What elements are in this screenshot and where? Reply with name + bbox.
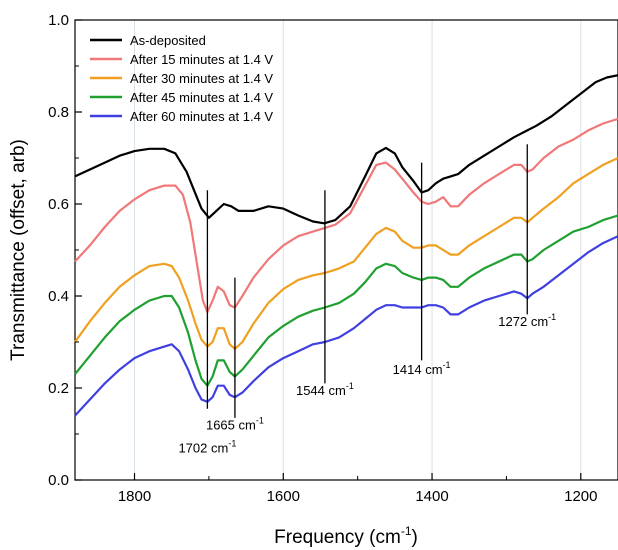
grid-lines	[134, 20, 582, 480]
x-tick-label: 1800	[118, 488, 151, 505]
axes: 0.0 0.2 0.4 0.6 0.8 1.0 1800 1600 1400 1200	[48, 12, 597, 505]
x-axis-label-close: )	[412, 527, 418, 548]
legend-label: As-deposited	[130, 33, 206, 48]
x-axis-label: Frequency (cm-1)	[274, 524, 418, 548]
x-axis-label-superscript: -1	[401, 524, 412, 538]
legend-label: After 60 minutes at 1.4 V	[130, 109, 273, 124]
peak-label-value: 1702 cm	[178, 440, 228, 455]
peak-label: 1272 cm-1	[498, 312, 556, 329]
series-line-4	[74, 214, 618, 387]
peak-label: 1665 cm-1	[206, 415, 264, 432]
series-line-1	[74, 74, 618, 225]
legend-label: After 45 minutes at 1.4 V	[130, 90, 273, 105]
legend-label: After 15 minutes at 1.4 V	[130, 52, 273, 67]
y-axis-label: Transmittance (offset, arb)	[8, 139, 29, 361]
peak-label-superscript: -1	[346, 381, 354, 391]
peak-label: 1544 cm-1	[296, 381, 354, 398]
peak-label-superscript: -1	[548, 312, 556, 322]
peak-label-value: 1665 cm	[206, 417, 256, 432]
series-line-3	[74, 157, 618, 350]
series-line-2	[74, 117, 618, 314]
y-tick-label: 0.6	[48, 196, 69, 213]
y-tick-label: 0.4	[48, 288, 69, 305]
peak-label: 1414 cm-1	[393, 360, 451, 377]
y-tick-label: 0.8	[48, 104, 69, 121]
x-tick-label: 1600	[267, 488, 300, 505]
peak-label-value: 1414 cm	[393, 362, 443, 377]
x-tick-label: 1200	[564, 488, 597, 505]
series-line-5	[74, 235, 618, 417]
series-lines	[74, 74, 618, 417]
peak-label-value: 1272 cm	[498, 314, 548, 329]
y-tick-label: 0.2	[48, 380, 69, 397]
x-tick-label: 1400	[415, 488, 448, 505]
peak-label-value: 1544 cm	[296, 383, 346, 398]
peak-label: 1702 cm-1	[178, 438, 236, 455]
legend-label: After 30 minutes at 1.4 V	[130, 71, 273, 86]
peak-label-superscript: -1	[443, 360, 451, 370]
y-tick-label: 0.0	[48, 472, 69, 489]
x-axis-label-main: Frequency (cm	[274, 527, 401, 548]
y-tick-label: 1.0	[48, 12, 69, 29]
peak-label-superscript: -1	[228, 438, 236, 448]
plot-frame	[74, 19, 618, 481]
peak-label-superscript: -1	[256, 415, 264, 425]
legend: As-deposited After 15 minutes at 1.4 V Aft…	[90, 33, 273, 124]
